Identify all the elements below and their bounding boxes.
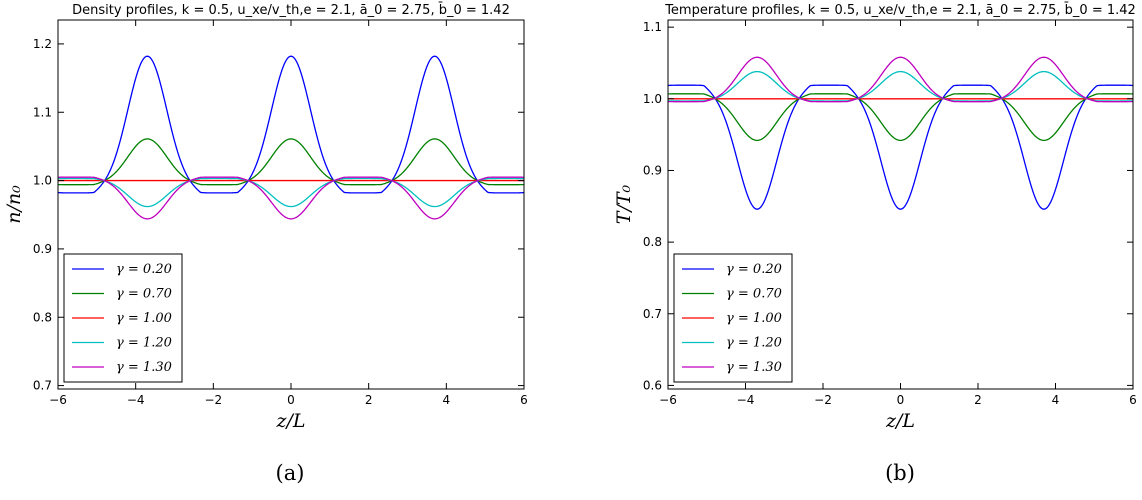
y-tick-label: 1.1 [643, 20, 662, 34]
x-tick-label: −6 [49, 393, 67, 407]
x-tick-label: 0 [287, 393, 295, 407]
x-tick-label: −4 [737, 393, 755, 407]
y-tick-label: 0.9 [33, 242, 52, 256]
x-tick-label: 2 [365, 393, 373, 407]
y-axis-label: n/n₀ [3, 185, 25, 224]
y-tick-label: 0.6 [643, 378, 662, 392]
x-axis-label: z/L [275, 410, 305, 432]
x-tick-label: −4 [127, 393, 145, 407]
x-tick-label: 2 [974, 393, 982, 407]
series-line [58, 138, 524, 186]
series-line [58, 176, 524, 220]
x-tick-label: 4 [443, 393, 451, 407]
x-tick-label: 4 [1052, 393, 1060, 407]
series-line [58, 55, 524, 194]
chart-title: Density profiles, k = 0.5, u_xe/v_th,e =… [72, 3, 510, 18]
x-tick-label: 6 [1129, 393, 1137, 407]
panel-caption: (b) [885, 461, 915, 485]
legend-label: γ = 1.00 [116, 311, 172, 326]
legend-label: γ = 0.20 [116, 262, 172, 277]
legend-label: γ = 1.00 [726, 311, 782, 326]
legend-label: γ = 1.30 [116, 360, 172, 375]
y-tick-label: 0.7 [643, 307, 662, 321]
y-tick-label: 0.8 [643, 235, 662, 249]
y-tick-label: 1.1 [33, 105, 52, 119]
y-axis-label: T/T₀ [613, 184, 635, 224]
temperature-chart: Temperature profiles, k = 0.5, u_xe/v_th… [613, 3, 1137, 485]
legend-label: γ = 1.30 [726, 360, 782, 375]
x-tick-label: −6 [659, 393, 677, 407]
density-chart: Density profiles, k = 0.5, u_xe/v_th,e =… [3, 3, 528, 485]
x-tick-label: −2 [204, 393, 222, 407]
series-line [668, 70, 1133, 102]
x-tick-label: −2 [814, 393, 832, 407]
y-tick-label: 1.0 [33, 174, 52, 188]
y-tick-label: 1.0 [643, 92, 662, 106]
legend-label: γ = 0.70 [116, 287, 172, 302]
series-line [668, 56, 1133, 103]
legend-label: γ = 0.20 [726, 262, 782, 277]
panel-caption: (a) [276, 461, 305, 485]
y-tick-label: 0.9 [643, 163, 662, 177]
y-tick-label: 0.7 [33, 379, 52, 393]
series-line [58, 177, 524, 208]
x-tick-label: 0 [897, 393, 905, 407]
series-line [668, 84, 1133, 210]
y-tick-label: 1.2 [33, 37, 52, 51]
chart-title: Temperature profiles, k = 0.5, u_xe/v_th… [664, 3, 1136, 18]
legend-label: γ = 0.70 [726, 287, 782, 302]
x-tick-label: 6 [520, 393, 528, 407]
x-axis-label: z/L [885, 410, 915, 432]
legend-label: γ = 1.20 [116, 336, 172, 351]
legend-label: γ = 1.20 [726, 336, 782, 351]
y-tick-label: 0.8 [33, 310, 52, 324]
series-line [668, 93, 1133, 142]
